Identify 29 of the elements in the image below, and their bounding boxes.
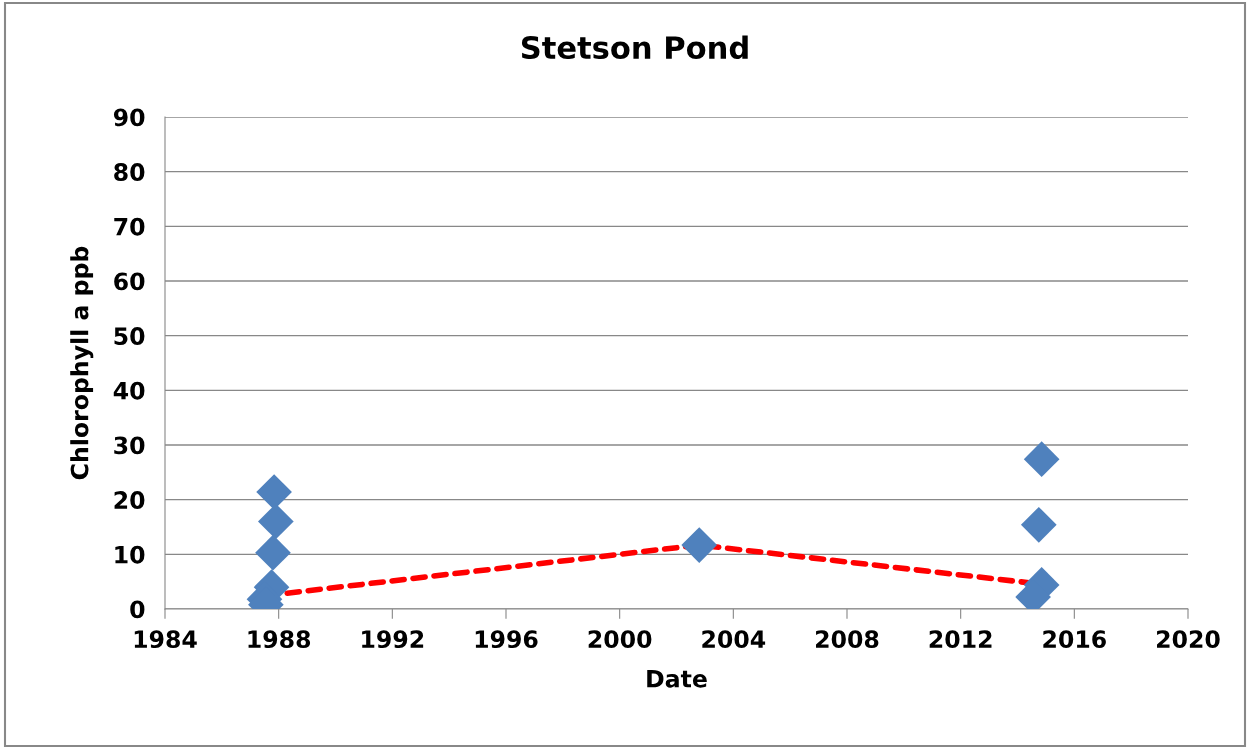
x-axis-title: Date [647,670,707,688]
x-tick-label: 1984 [134,630,197,649]
y-tick-label: 10 [115,545,145,564]
y-axis-title: Chlorophyll a ppb [70,246,94,480]
y-tick-label: 70 [114,217,145,236]
y-tick-label: 30 [114,436,145,455]
point [257,503,294,540]
y-tick-label: 50 [114,327,145,345]
point [256,474,292,510]
point [1023,441,1060,478]
point [255,534,291,571]
x-tick-label: 2016 [1043,630,1106,649]
y-tick-label: 90 [113,108,145,127]
x-tick-label: 2020 [1157,630,1220,649]
y-tick-label: 40 [113,381,145,400]
y-tick-label: 20 [114,491,145,509]
point [1020,506,1057,543]
chart-title: Stetson Pond [521,35,748,60]
x-tick-label: 1992 [362,630,424,649]
x-tick-label: 1988 [248,630,311,649]
x-tick-label: 2012 [929,630,992,649]
x-tick-label: 2008 [816,630,879,649]
point [681,527,718,563]
y-tick-label: 60 [114,272,145,291]
x-tick-label: 2004 [702,630,766,649]
y-tick-label: 80 [114,163,145,181]
y-tick-label: 0 [130,600,145,619]
x-tick-label: 1996 [475,630,538,649]
x-tick-label: 2000 [588,630,652,649]
